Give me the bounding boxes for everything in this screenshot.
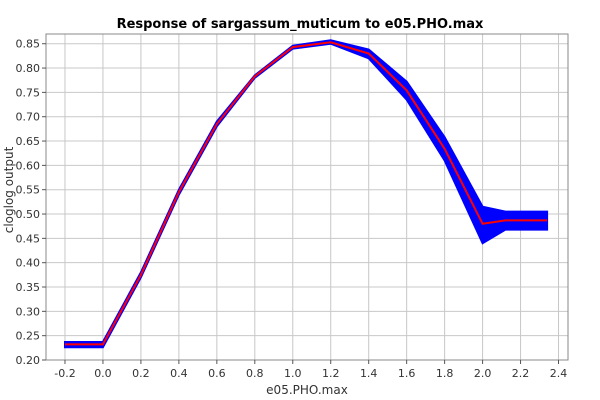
x-tick-label: 1.2 — [322, 367, 340, 380]
x-tick-label: -0.2 — [54, 367, 75, 380]
y-tick-label: 0.20 — [16, 354, 41, 367]
y-tick-label: 0.45 — [16, 232, 41, 245]
y-tick-label: 0.30 — [16, 305, 41, 318]
x-tick-label: 1.0 — [284, 367, 302, 380]
x-tick-label: 0.2 — [132, 367, 150, 380]
y-tick-label: 0.70 — [16, 111, 41, 124]
x-tick-label: 0.4 — [170, 367, 188, 380]
x-axis-label: e05.PHO.max — [266, 383, 348, 397]
y-tick-label: 0.25 — [16, 330, 41, 343]
x-tick-label: 1.8 — [436, 367, 454, 380]
y-tick-label: 0.40 — [16, 257, 41, 270]
y-axis-label: cloglog output — [2, 146, 16, 233]
y-tick-label: 0.75 — [16, 86, 41, 99]
y-tick-label: 0.60 — [16, 159, 41, 172]
y-tick-label: 0.50 — [16, 208, 41, 221]
y-tick-label: 0.55 — [16, 184, 41, 197]
y-tick-label: 0.85 — [16, 38, 41, 51]
x-tick-label: 0.6 — [208, 367, 226, 380]
plot-background — [46, 34, 568, 360]
y-tick-label: 0.65 — [16, 135, 41, 148]
mean-line — [65, 41, 548, 346]
y-tick-label: 0.35 — [16, 281, 41, 294]
y-tick-label: 0.80 — [16, 62, 41, 75]
x-tick-label: 2.0 — [474, 367, 492, 380]
ticks: -0.2 0.0 0.2 0.4 0.6 0.8 1.0 1.2 1.4 1.6 1.8 2.0 2.2… — [16, 38, 568, 380]
x-tick-label: 0.0 — [94, 367, 112, 380]
plot-frame — [45, 33, 569, 361]
x-tick-label: 1.6 — [398, 367, 416, 380]
chart-title: Response of sargassum_muticum to e05.PHO… — [117, 17, 484, 32]
x-tick-label: 0.8 — [246, 367, 264, 380]
x-tick-label: 2.4 — [550, 367, 568, 380]
x-tick-label: 1.4 — [360, 367, 378, 380]
x-tick-label: 2.2 — [512, 367, 530, 380]
